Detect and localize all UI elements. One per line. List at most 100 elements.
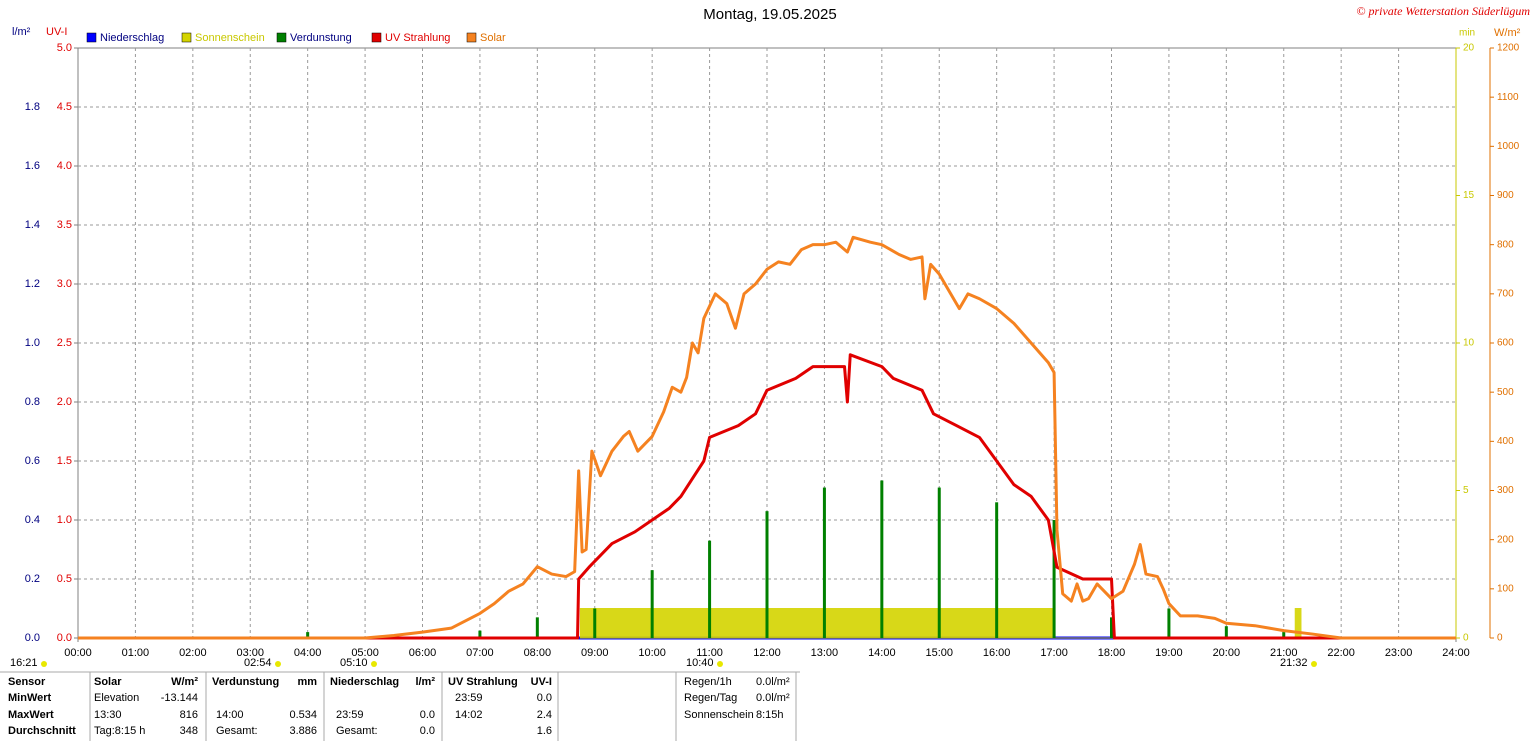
table-cell: Tag:8:15 h: [94, 725, 145, 737]
x-tick-label: 15:00: [925, 647, 953, 659]
chart-title: Montag, 19.05.2025: [703, 6, 836, 23]
x-tick-label: 23:00: [1385, 647, 1413, 659]
row-header: MinWert: [8, 692, 52, 704]
x-tick-label: 24:00: [1442, 647, 1470, 659]
y-tick-label: 1.4: [25, 219, 40, 231]
table-header: UV Strahlung: [448, 676, 518, 688]
bar: [1167, 608, 1171, 638]
legend-swatch: [181, 32, 192, 43]
y2-tick-label: 4.0: [57, 160, 72, 172]
x-tick-label: 03:00: [236, 647, 264, 659]
bar: [306, 632, 310, 638]
x-tick-label: 04:00: [294, 647, 322, 659]
copyright: © private Wetterstation Süderlügum: [1356, 4, 1530, 18]
y2-tick-label: 2.5: [57, 337, 72, 349]
bar: [478, 630, 482, 638]
y-tick-label: 0.8: [25, 396, 40, 408]
y-tick-label: 0.4: [25, 514, 40, 526]
y-tick-label: 1.2: [25, 278, 40, 290]
extra-label: Regen/1h: [684, 676, 732, 688]
x-tick-label: 05:00: [351, 647, 379, 659]
y3-tick-label: 15: [1463, 190, 1475, 201]
y-tick-label: 1.0: [25, 337, 40, 349]
y3-axis-label: min: [1459, 28, 1475, 39]
y-tick-label: 0.2: [25, 573, 40, 585]
y2-axis-label: UV-I: [46, 26, 67, 38]
y4-tick-label: 700: [1497, 288, 1514, 299]
time-marker-icon: [371, 661, 377, 667]
y3-tick-label: 10: [1463, 338, 1475, 349]
x-tick-label: 16:00: [983, 647, 1011, 659]
y2-tick-label: 0.0: [57, 632, 72, 644]
y2-tick-label: 5.0: [57, 42, 72, 54]
x-tick-label: 01:00: [122, 647, 150, 659]
x-tick-label: 19:00: [1155, 647, 1183, 659]
y4-tick-label: 600: [1497, 338, 1514, 349]
table-cell: Gesamt:: [216, 725, 258, 737]
time-marker-icon: [717, 661, 723, 667]
x-tick-label: 07:00: [466, 647, 494, 659]
table-cell: Elevation: [94, 692, 139, 704]
x-tick-label: 09:00: [581, 647, 609, 659]
y-tick-label: 0.0: [25, 632, 40, 644]
y3-tick-label: 20: [1463, 43, 1475, 54]
y2-tick-label: 0.5: [57, 573, 72, 585]
y2-tick-label: 1.5: [57, 455, 72, 467]
bar: [822, 487, 826, 638]
extra-value: 0.0l/m²: [756, 692, 790, 704]
y4-tick-label: 800: [1497, 239, 1514, 250]
y4-tick-label: 100: [1497, 583, 1514, 594]
legend-swatch: [371, 32, 382, 43]
table-cell: 0.0: [420, 709, 435, 721]
y2-tick-label: 1.0: [57, 514, 72, 526]
legend-swatch: [276, 32, 287, 43]
time-marker: 05:10: [340, 657, 368, 669]
extra-value: 8:15h: [756, 709, 784, 721]
y4-tick-label: 1000: [1497, 141, 1520, 152]
x-tick-label: 17:00: [1040, 647, 1068, 659]
extra-label: Regen/Tag: [684, 692, 737, 704]
row-header: MaxWert: [8, 709, 54, 721]
x-tick-label: 21:00: [1270, 647, 1298, 659]
table-header: l/m²: [415, 676, 435, 688]
table-cell: 0.0: [420, 725, 435, 737]
table-cell: 14:02: [455, 709, 483, 721]
table-cell: 816: [180, 709, 198, 721]
table-cell: 1.6: [537, 725, 552, 737]
x-tick-label: 00:00: [64, 647, 92, 659]
row-header: Durchschnitt: [8, 725, 76, 737]
y4-axis-label: W/m²: [1494, 27, 1521, 39]
y2-tick-label: 3.5: [57, 219, 72, 231]
legend-swatch: [86, 32, 97, 43]
bar: [1110, 617, 1113, 638]
x-tick-label: 13:00: [811, 647, 839, 659]
bar: [765, 511, 769, 638]
table-cell: -13.144: [161, 692, 198, 704]
y-tick-label: 1.8: [25, 101, 40, 113]
time-marker-icon: [275, 661, 281, 667]
extra-value: 0.0l/m²: [756, 676, 790, 688]
legend-label: Sonnenschein: [195, 32, 265, 44]
table-cell: 2.4: [537, 709, 552, 721]
y4-tick-label: 1200: [1497, 43, 1520, 54]
y4-tick-label: 900: [1497, 190, 1514, 201]
legend-label: UV Strahlung: [385, 32, 450, 44]
y4-tick-label: 400: [1497, 436, 1514, 447]
table-cell: 3.886: [289, 725, 317, 737]
table-cell: Gesamt:: [336, 725, 378, 737]
bar: [937, 487, 941, 638]
line-series: [78, 235, 1456, 640]
table-cell: 0.0: [537, 692, 552, 704]
x-tick-label: 22:00: [1327, 647, 1355, 659]
time-marker: 21:32: [1280, 657, 1308, 669]
x-tick-label: 12:00: [753, 647, 781, 659]
bar: [535, 617, 539, 638]
x-tick-label: 08:00: [524, 647, 552, 659]
x-tick-label: 10:00: [638, 647, 666, 659]
bar: [650, 570, 654, 638]
y2-tick-label: 2.0: [57, 396, 72, 408]
table-cell: 23:59: [455, 692, 483, 704]
y2-tick-label: 3.0: [57, 278, 72, 290]
